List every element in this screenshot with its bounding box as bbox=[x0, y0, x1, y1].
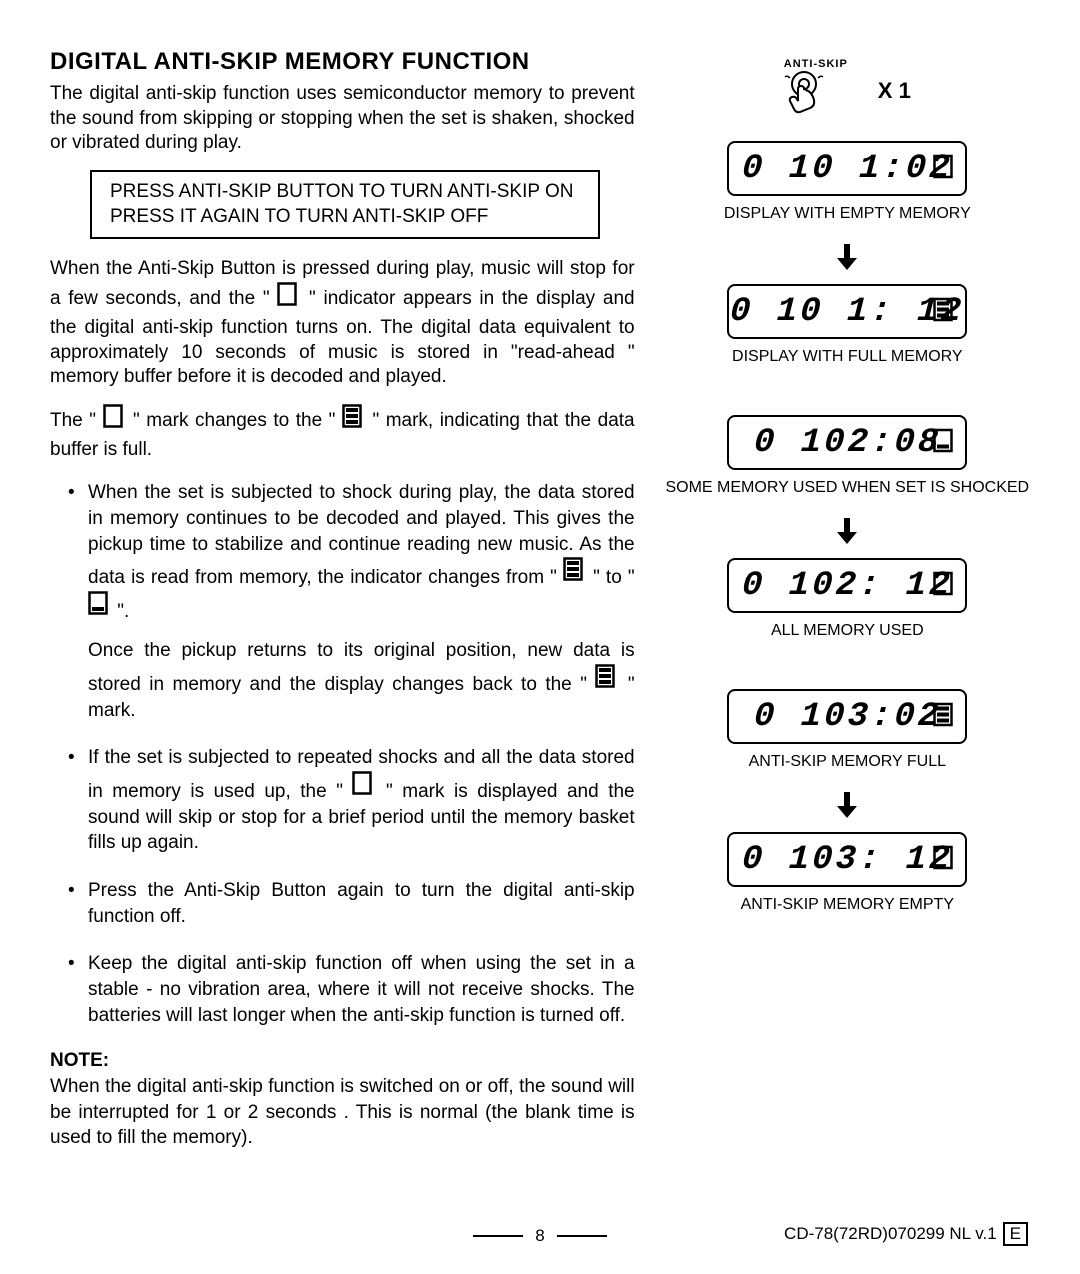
text-fragment: When the set is subjected to shock durin… bbox=[88, 482, 635, 588]
bullet-list: When the set is subjected to shock durin… bbox=[50, 480, 635, 1028]
lcd-display: 0 10 1: 12 bbox=[727, 284, 967, 339]
lcd-caption: ANTI-SKIP MEMORY EMPTY bbox=[741, 895, 954, 915]
arrow-down-icon bbox=[837, 792, 857, 818]
press-instruction-box: PRESS ANTI-SKIP BUTTON TO TURN ANTI-SKIP… bbox=[90, 170, 600, 239]
button-graphic: ANTI-SKIP bbox=[784, 58, 848, 123]
bullet-repeated-shocks: If the set is subjected to repeated shoc… bbox=[68, 745, 635, 856]
page-footer-right: CD-78(72RD)070299 NL v.1 E bbox=[784, 1222, 1028, 1246]
bullet-sub-pickup-returns: Once the pickup returns to its original … bbox=[88, 638, 635, 723]
right-column: ANTI-SKIP X 1 0 10 1:02 DISPLAY WITH EMP… bbox=[665, 48, 1030, 1151]
lcd-display: 0 103:02 bbox=[727, 689, 967, 744]
memory-empty-icon bbox=[933, 154, 953, 183]
bullet-shock-behavior: When the set is subjected to shock durin… bbox=[68, 480, 635, 723]
press-finger-icon bbox=[784, 70, 828, 118]
lcd-caption: DISPLAY WITH FULL MEMORY bbox=[732, 347, 963, 367]
bullet-press-again: Press the Anti-Skip Button again to turn… bbox=[68, 878, 635, 929]
lcd-caption: ALL MEMORY USED bbox=[771, 621, 924, 641]
memory-full-icon bbox=[563, 567, 587, 588]
lcd-caption: ANTI-SKIP MEMORY FULL bbox=[749, 752, 946, 772]
footer-rule bbox=[557, 1235, 607, 1237]
lcd-caption: SOME MEMORY USED WHEN SET IS SHOCKED bbox=[665, 478, 1029, 498]
press-line-1: PRESS ANTI-SKIP BUTTON TO TURN ANTI-SKIP… bbox=[110, 180, 580, 205]
lcd-text: 0 103:02 bbox=[753, 698, 942, 736]
lcd-display: 0 102: 12 bbox=[727, 558, 967, 613]
section-title: DIGITAL ANTI-SKIP MEMORY FUNCTION bbox=[50, 48, 635, 76]
text-fragment: ". bbox=[117, 601, 129, 622]
lcd-display: 0 103: 12 bbox=[727, 832, 967, 887]
text-fragment: Once the pickup returns to its original … bbox=[88, 640, 635, 695]
memory-partial-icon bbox=[88, 601, 112, 622]
memory-empty-icon bbox=[352, 781, 376, 802]
text-fragment: " to " bbox=[593, 567, 635, 588]
anti-skip-button-illustration: ANTI-SKIP X 1 bbox=[784, 58, 911, 123]
lcd-display: 0 102:08 bbox=[727, 415, 967, 470]
note-heading: NOTE: bbox=[50, 1050, 635, 1072]
intro-paragraph: The digital anti-skip function uses semi… bbox=[50, 82, 635, 156]
memory-empty-icon bbox=[933, 571, 953, 600]
footer-rule bbox=[473, 1235, 523, 1237]
doc-id: CD-78(72RD)070299 NL v.1 bbox=[784, 1224, 997, 1244]
memory-empty-icon bbox=[103, 404, 127, 438]
memory-full-icon bbox=[595, 674, 619, 695]
edition-box: E bbox=[1003, 1222, 1028, 1246]
lcd-text: 0 103: 12 bbox=[741, 841, 954, 879]
text-fragment: " mark changes to the " bbox=[133, 410, 335, 431]
memory-full-icon bbox=[933, 297, 953, 326]
left-column: DIGITAL ANTI-SKIP MEMORY FUNCTION The di… bbox=[50, 48, 635, 1151]
lcd-text: 0 10 1: 12 bbox=[729, 293, 965, 331]
memory-partial-icon bbox=[933, 428, 953, 457]
memory-empty-icon bbox=[277, 282, 301, 316]
page-number: 8 bbox=[535, 1226, 544, 1246]
text-fragment: The " bbox=[50, 410, 96, 431]
lcd-text: 0 102:08 bbox=[753, 424, 942, 462]
times-one-label: X 1 bbox=[878, 78, 911, 104]
page-content: DIGITAL ANTI-SKIP MEMORY FUNCTION The di… bbox=[50, 48, 1030, 1151]
paragraph-mark-changes: The " " mark changes to the " " mark, in… bbox=[50, 404, 635, 462]
memory-full-icon bbox=[342, 404, 366, 438]
lcd-caption: DISPLAY WITH EMPTY MEMORY bbox=[724, 204, 971, 224]
note-body: When the digital anti-skip function is s… bbox=[50, 1074, 635, 1151]
bullet-keep-off: Keep the digital anti-skip function off … bbox=[68, 951, 635, 1028]
memory-empty-icon bbox=[933, 845, 953, 874]
anti-skip-label: ANTI-SKIP bbox=[784, 58, 848, 70]
memory-full-icon bbox=[933, 702, 953, 731]
press-line-2: PRESS IT AGAIN TO TURN ANTI-SKIP OFF bbox=[110, 205, 580, 230]
paragraph-indicator-appears: When the Anti-Skip Button is pressed dur… bbox=[50, 257, 635, 389]
arrow-down-icon bbox=[837, 244, 857, 270]
lcd-display: 0 10 1:02 bbox=[727, 141, 967, 196]
lcd-text: 0 10 1:02 bbox=[741, 150, 954, 188]
lcd-text: 0 102: 12 bbox=[741, 567, 954, 605]
arrow-down-icon bbox=[837, 518, 857, 544]
